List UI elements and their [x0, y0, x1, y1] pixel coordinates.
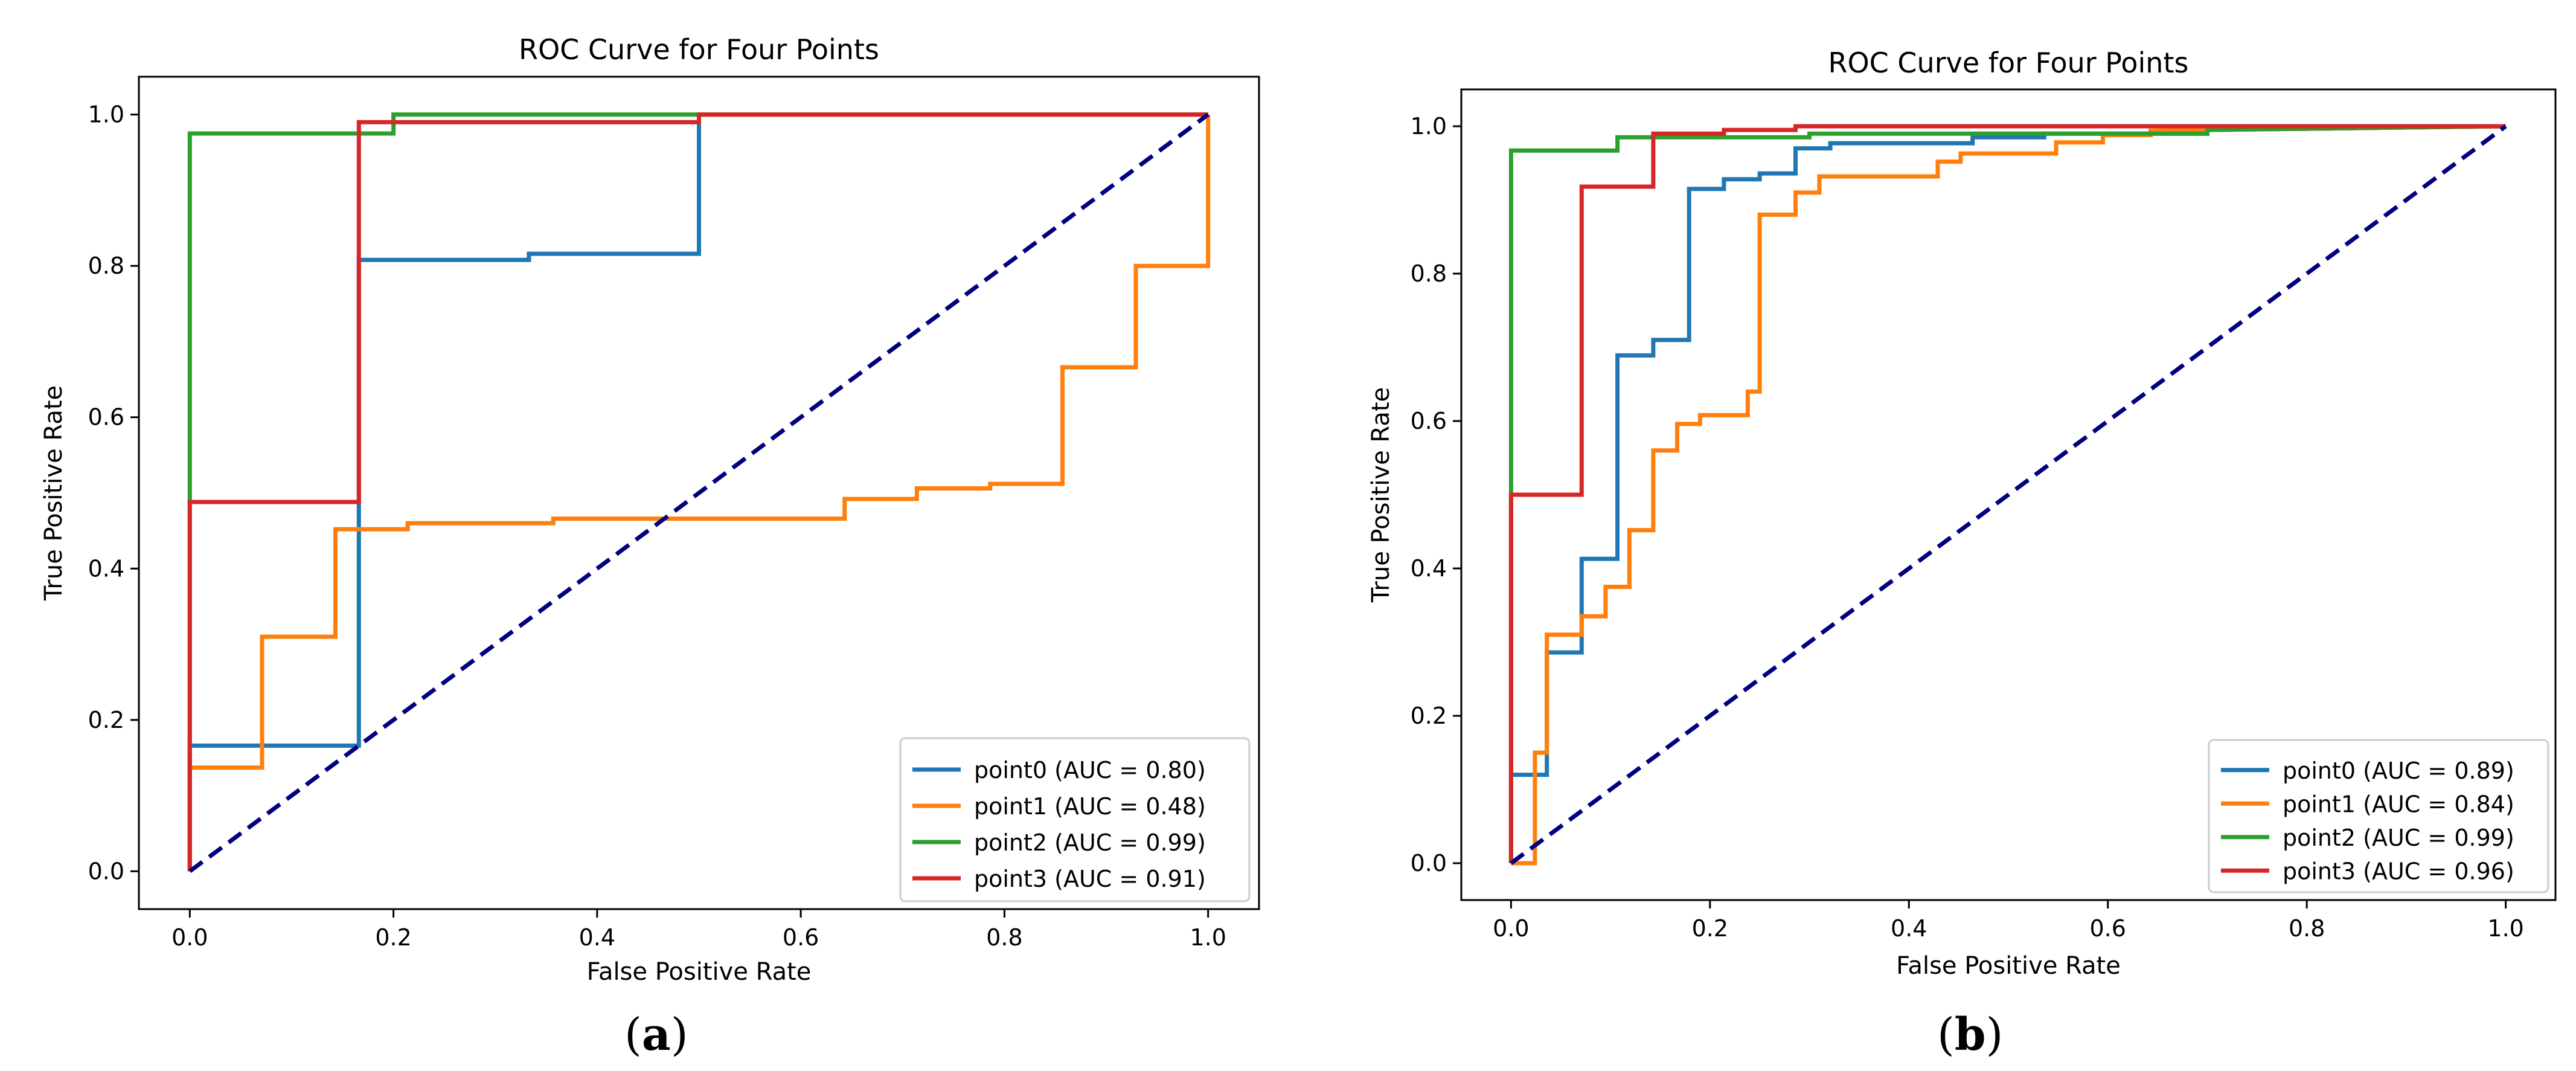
- plot-frame: [138, 76, 1260, 910]
- chart-panel-b: ROC Curve for Four Points 0.0 0.2 0.4 0.6 0.8…: [1367, 47, 2557, 980]
- x-axis-label: False Positive Rate: [587, 958, 812, 986]
- y-ticks: 0.0 0.2 0.4 0.6 0.8 1.0: [88, 101, 139, 884]
- x-tick-label: 0.0: [171, 924, 208, 951]
- legend-label: point2 (AUC = 0.99): [2283, 825, 2514, 851]
- x-tick-label: 0.8: [986, 924, 1022, 951]
- x-tick-label: 0.2: [1692, 915, 1728, 942]
- y-tick-label: 0.2: [88, 707, 124, 733]
- y-tick-label: 0.6: [88, 404, 124, 431]
- x-ticks: 0.0 0.2 0.4 0.6 0.8 1.0: [171, 909, 1226, 951]
- y-axis-label: True Positive Rate: [1367, 387, 1395, 603]
- legend-label: point2 (AUC = 0.99): [974, 829, 1206, 856]
- x-tick-label: 0.2: [375, 924, 411, 951]
- x-tick-label: 1.0: [2487, 915, 2523, 942]
- y-tick-label: 0.2: [1411, 703, 1447, 729]
- series-line-point2: [187, 112, 1208, 872]
- chart-panel-a: ROC Curve for Four Points 0.0 0.2 0.4 0.6 0.8…: [40, 33, 1260, 986]
- chart-title: ROC Curve for Four Points: [519, 33, 879, 66]
- series-line-point0: [187, 112, 1208, 872]
- y-ticks: 0.0 0.2 0.4 0.6 0.8 1.0: [1411, 113, 1461, 876]
- series-line-point3: [187, 112, 1208, 872]
- y-tick-label: 0.0: [88, 858, 124, 884]
- x-ticks: 0.0 0.2 0.4 0.6 0.8 1.0: [1493, 900, 2524, 942]
- x-tick-label: 0.0: [1493, 915, 1529, 942]
- series-group: [187, 112, 1211, 872]
- series-line-point3: [1508, 124, 2506, 863]
- y-tick-label: 0.4: [88, 555, 124, 582]
- x-tick-label: 0.4: [579, 924, 615, 951]
- y-tick-label: 0.8: [88, 252, 124, 279]
- series-line-point2: [1508, 124, 2506, 863]
- y-tick-label: 0.6: [1411, 408, 1447, 434]
- legend-label: point1 (AUC = 0.48): [974, 793, 1206, 820]
- y-tick-label: 1.0: [1411, 113, 1447, 140]
- plot-frame: [1460, 88, 2557, 901]
- legend-label: point0 (AUC = 0.80): [974, 757, 1206, 783]
- y-tick-label: 0.8: [1411, 260, 1447, 287]
- series-line-point1: [187, 114, 1211, 872]
- legend-label: point3 (AUC = 0.91): [974, 866, 1206, 892]
- chart-title: ROC Curve for Four Points: [1828, 47, 2189, 79]
- x-tick-label: 0.6: [2090, 915, 2126, 942]
- chance-diagonal: [188, 112, 1210, 873]
- chance-diagonal: [1510, 124, 2507, 865]
- legend-box: [899, 737, 1251, 902]
- x-tick-label: 0.4: [1891, 915, 1927, 942]
- y-tick-label: 0.4: [1411, 555, 1447, 582]
- series-group: [1508, 124, 2506, 866]
- y-axis-label: True Positive Rate: [40, 385, 68, 601]
- y-tick-label: 1.0: [88, 101, 124, 128]
- y-tick-label: 0.0: [1411, 850, 1447, 876]
- x-axis-label: False Positive Rate: [1896, 952, 2121, 980]
- legend: point0 (AUC = 0.89) point1 (AUC = 0.84) po…: [2208, 739, 2549, 893]
- legend-label: point0 (AUC = 0.89): [2283, 757, 2514, 784]
- x-tick-label: 1.0: [1190, 924, 1226, 951]
- legend-box: [2208, 739, 2549, 893]
- x-tick-label: 0.8: [2289, 915, 2325, 942]
- series-line-point1: [1511, 124, 2506, 866]
- legend: point0 (AUC = 0.80) point1 (AUC = 0.48) po…: [899, 737, 1251, 902]
- panel-b-caption: (b): [1937, 1009, 2004, 1061]
- legend-label: point3 (AUC = 0.96): [2283, 858, 2514, 884]
- legend-label: point1 (AUC = 0.84): [2283, 791, 2514, 817]
- x-tick-label: 0.6: [783, 924, 819, 951]
- panel-a-caption: (a): [624, 1009, 688, 1061]
